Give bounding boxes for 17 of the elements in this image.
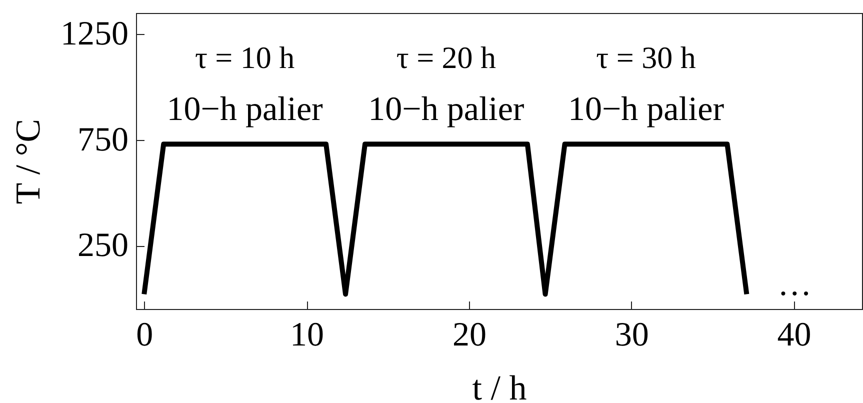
y-tick-label: 750	[78, 121, 128, 158]
y-tick-label: 250	[78, 227, 128, 264]
annotation: 10−h palier	[166, 91, 324, 128]
annotation: …	[778, 266, 812, 303]
annotation: 10−h palier	[368, 91, 525, 128]
x-tick-label: 20	[452, 316, 486, 354]
annotation: τ = 30 h	[596, 40, 696, 75]
annotation: τ = 10 h	[194, 40, 296, 75]
x-tick-label: 0	[136, 316, 154, 354]
x-axis-title: t / h	[472, 368, 528, 403]
y-tick-label: 1250	[60, 16, 128, 53]
y-axis-title: T / °C	[8, 118, 48, 204]
x-tick-label: 40	[777, 316, 812, 354]
annotation: τ = 20 h	[396, 40, 497, 75]
x-tick-label: 30	[614, 316, 649, 354]
annotation: 10−h palier	[568, 91, 725, 128]
x-tick-label: 10	[290, 316, 324, 354]
